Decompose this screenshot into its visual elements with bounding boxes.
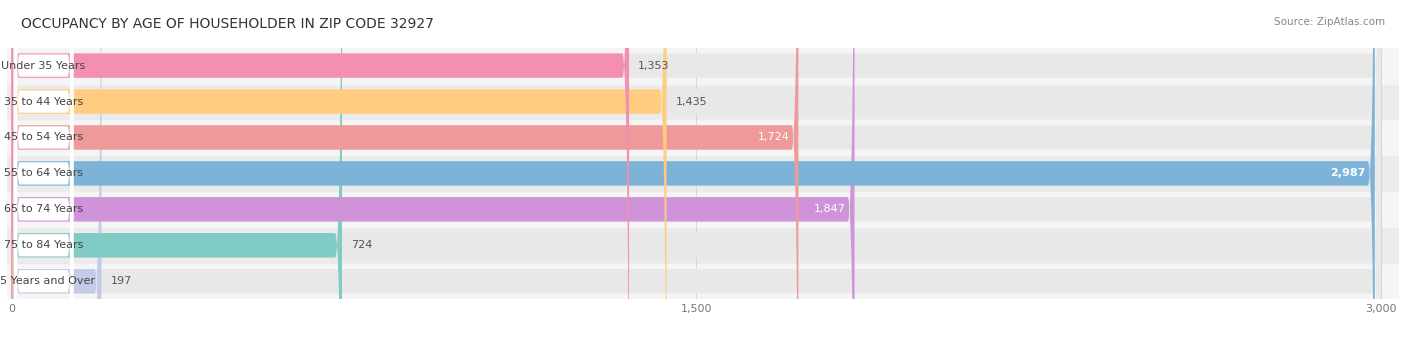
Text: 724: 724: [352, 240, 373, 250]
Bar: [7, 155, 1399, 191]
FancyBboxPatch shape: [11, 0, 1381, 340]
FancyBboxPatch shape: [11, 0, 1381, 340]
Text: 65 to 74 Years: 65 to 74 Years: [4, 204, 83, 214]
Text: 1,435: 1,435: [676, 97, 707, 106]
Text: 85 Years and Over: 85 Years and Over: [0, 276, 94, 286]
FancyBboxPatch shape: [14, 0, 73, 340]
FancyBboxPatch shape: [11, 0, 628, 340]
Text: 35 to 44 Years: 35 to 44 Years: [4, 97, 83, 106]
Text: 2,987: 2,987: [1330, 168, 1365, 179]
Bar: [7, 191, 1399, 227]
Text: Under 35 Years: Under 35 Years: [1, 61, 86, 71]
FancyBboxPatch shape: [11, 0, 666, 340]
FancyBboxPatch shape: [11, 0, 101, 340]
FancyBboxPatch shape: [11, 0, 1381, 340]
Text: 55 to 64 Years: 55 to 64 Years: [4, 168, 83, 179]
FancyBboxPatch shape: [14, 0, 73, 340]
Bar: [7, 84, 1399, 119]
FancyBboxPatch shape: [11, 0, 342, 340]
FancyBboxPatch shape: [11, 0, 1375, 340]
FancyBboxPatch shape: [14, 0, 73, 340]
Bar: [7, 227, 1399, 263]
FancyBboxPatch shape: [14, 0, 73, 340]
FancyBboxPatch shape: [14, 0, 73, 340]
FancyBboxPatch shape: [11, 0, 1381, 340]
Text: 1,353: 1,353: [638, 61, 669, 71]
Text: 1,724: 1,724: [758, 133, 789, 142]
Text: OCCUPANCY BY AGE OF HOUSEHOLDER IN ZIP CODE 32927: OCCUPANCY BY AGE OF HOUSEHOLDER IN ZIP C…: [21, 17, 434, 31]
Bar: [7, 119, 1399, 155]
FancyBboxPatch shape: [11, 0, 799, 340]
Bar: [7, 263, 1399, 299]
Text: Source: ZipAtlas.com: Source: ZipAtlas.com: [1274, 17, 1385, 27]
FancyBboxPatch shape: [14, 0, 73, 340]
Text: 197: 197: [111, 276, 132, 286]
Text: 75 to 84 Years: 75 to 84 Years: [4, 240, 83, 250]
FancyBboxPatch shape: [11, 0, 1381, 340]
FancyBboxPatch shape: [11, 0, 1381, 340]
FancyBboxPatch shape: [14, 0, 73, 340]
Text: 45 to 54 Years: 45 to 54 Years: [4, 133, 83, 142]
FancyBboxPatch shape: [11, 0, 855, 340]
Text: 1,847: 1,847: [814, 204, 845, 214]
FancyBboxPatch shape: [11, 0, 1381, 340]
Bar: [7, 48, 1399, 84]
